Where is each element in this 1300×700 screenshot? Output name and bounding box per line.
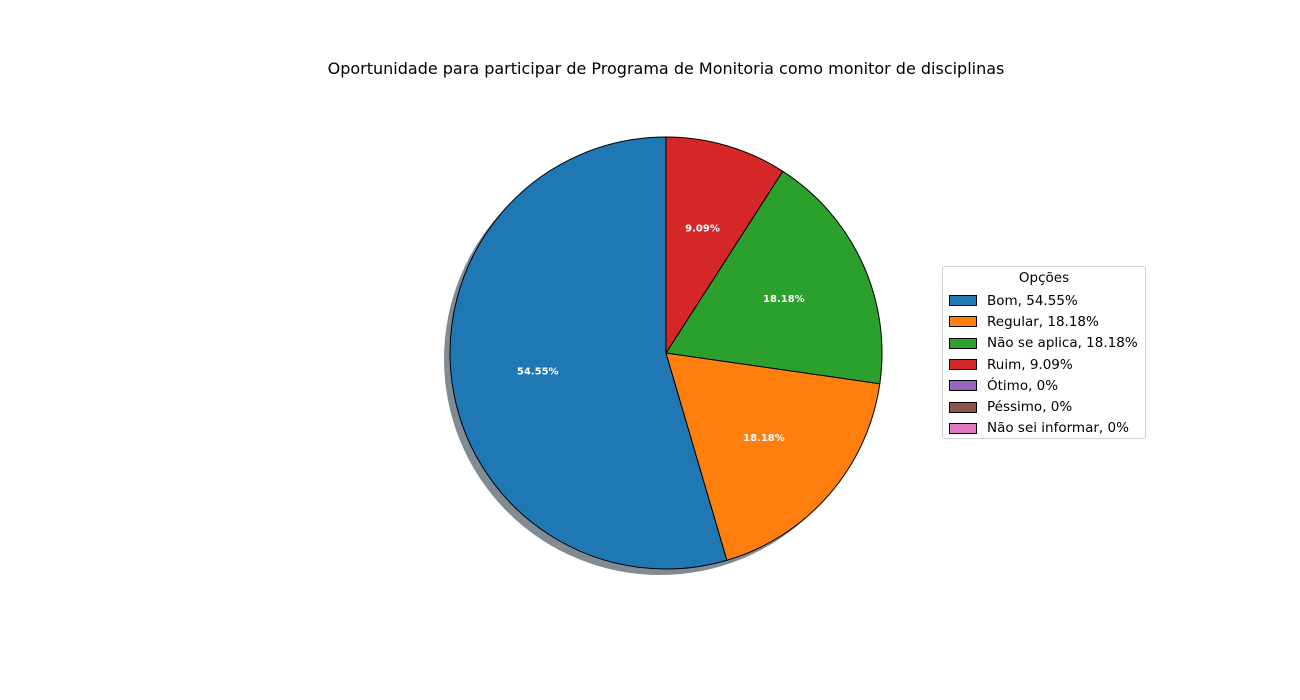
slice-label-1: 18.18% [743, 433, 785, 444]
legend-label: Bom, 54.55% [987, 292, 1078, 309]
legend-item: Péssimo, 0% [943, 396, 1145, 417]
legend-swatch [949, 422, 977, 434]
pie-slice-1 [665, 352, 881, 561]
legend-swatch [949, 295, 977, 307]
pie-labels: 54.55% 18.18% 18.18% 9.09% [517, 224, 805, 444]
legend-swatch [949, 380, 977, 392]
legend-item: Bom, 54.55% [943, 290, 1145, 311]
pie-slices [449, 136, 883, 570]
legend-item: Ótimo, 0% [943, 375, 1145, 396]
legend: Opções Bom, 54.55% Regular, 18.18% Não se … [942, 266, 1146, 439]
slice-label-3: 9.09% [685, 224, 720, 235]
legend-title: Opções [1018, 270, 1070, 286]
legend-swatch [949, 316, 977, 328]
pie-slice-0 [449, 136, 728, 570]
legend-item: Não se aplica, 18.18% [943, 333, 1145, 354]
legend-label: Não se aplica, 18.18% [987, 335, 1138, 352]
legend-swatch [949, 401, 977, 413]
legend-label: Ruim, 9.09% [987, 356, 1073, 373]
pie-slice-3 [665, 136, 784, 354]
legend-items: Bom, 54.55% Regular, 18.18% Não se aplica,… [943, 290, 1145, 439]
legend-item: Ruim, 9.09% [943, 354, 1145, 375]
legend-item: Regular, 18.18% [943, 311, 1145, 332]
legend-label: Ótimo, 0% [987, 377, 1059, 394]
legend-label: Péssimo, 0% [987, 399, 1073, 416]
legend-label: Não sei informar, 0% [987, 420, 1129, 437]
legend-swatch [949, 337, 977, 349]
pie-slice-2 [665, 170, 883, 385]
legend-label: Regular, 18.18% [987, 313, 1099, 330]
slice-label-2: 18.18% [763, 294, 805, 305]
legend-item: Não sei informar, 0% [943, 418, 1145, 439]
chart-title: Oportunidade para participar de Programa… [327, 59, 1005, 78]
slice-label-0: 54.55% [517, 366, 559, 377]
legend-swatch [949, 359, 977, 371]
